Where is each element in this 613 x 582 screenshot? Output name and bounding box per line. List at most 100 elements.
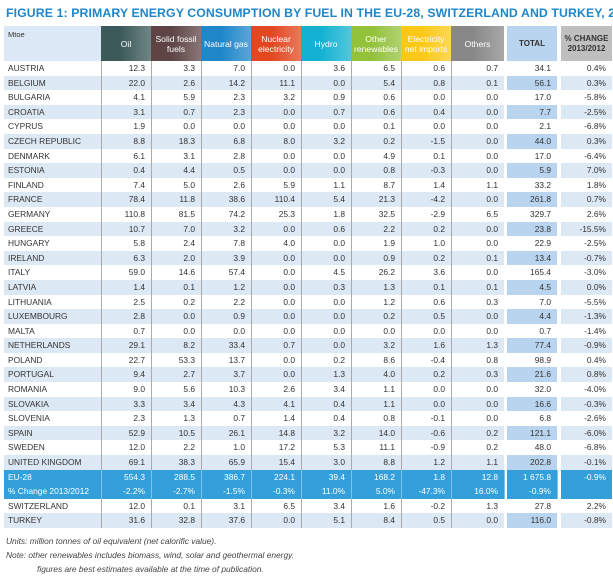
- value-cell: 29.1: [101, 338, 151, 353]
- value-cell: 0.6: [301, 221, 351, 237]
- country-cell: SWEDEN: [8, 442, 45, 453]
- value-cell: 3.2: [251, 90, 301, 105]
- spacer: [504, 177, 507, 193]
- column-header: Natural gas: [201, 26, 251, 61]
- value-cell: 33.2: [534, 179, 551, 190]
- spacer: [557, 75, 561, 91]
- spacer: [504, 148, 507, 164]
- value-cell: 0.8%: [561, 367, 612, 383]
- value-cell: -0.9: [401, 440, 451, 456]
- spacer: [557, 411, 561, 426]
- value-cell: 8.8: [351, 455, 401, 470]
- value-cell: 0.1: [151, 279, 201, 295]
- value-cell: 0.0: [451, 513, 504, 528]
- value-cell: 12.8: [451, 469, 504, 485]
- country-cell: ITALY: [8, 267, 31, 278]
- energy-table: Mtoe Oil Solid fossil fuels Natural gas Nucl…: [4, 26, 612, 528]
- value-cell: 16.0%: [451, 484, 504, 499]
- value-cell: 1.2: [351, 294, 401, 310]
- value-cell: 8.6: [351, 352, 401, 368]
- table-row: HUNGARY 5.8 2.4 7.8 4.0 0.0 1.9 1.0 0.0 22.9 -2.5%: [4, 236, 612, 251]
- value-cell: 3.3: [101, 396, 151, 412]
- value-cell: 0.0: [401, 382, 451, 397]
- value-cell: 1.0: [401, 236, 451, 251]
- value-cell: 110.8: [101, 206, 151, 222]
- value-cell: 0.0: [451, 148, 504, 164]
- spacer: [557, 119, 561, 134]
- table-row: ITALY 59.0 14.6 57.4 0.0 4.5 26.2 3.6 0.0 165.4 -3…: [4, 265, 612, 280]
- value-cell: 1.9: [101, 119, 151, 134]
- spacer: [557, 221, 561, 237]
- value-cell: 0.0: [301, 236, 351, 251]
- spacer: [504, 323, 507, 339]
- value-cell: 0.0: [301, 294, 351, 310]
- value-cell: 1.2: [201, 279, 251, 295]
- value-cell: 0.8: [401, 75, 451, 91]
- value-cell: 3.6: [401, 265, 451, 280]
- value-cell: 2.5: [101, 294, 151, 310]
- value-cell: -0.9%: [561, 338, 612, 353]
- column-header: Solid fossil fuels: [151, 26, 201, 61]
- value-cell: 59.0: [101, 265, 151, 280]
- value-cell: 3.1: [201, 498, 251, 514]
- value-cell: -0.3: [401, 163, 451, 178]
- value-cell: 2.2: [351, 221, 401, 237]
- table-row: LUXEMBOURG 2.8 0.0 0.9 0.0 0.0 0.2 0.5 0.0 4.4 -1.…: [4, 309, 612, 324]
- table-row: SPAIN 52.9 10.5 26.1 14.8 3.2 14.0 -0.6 0.2 121.1…: [4, 425, 612, 441]
- value-cell: 10.3: [201, 382, 251, 397]
- header-row: Mtoe Oil Solid fossil fuels Natural gas Nucl…: [4, 26, 612, 61]
- spacer: [504, 61, 507, 76]
- value-cell: 0.0: [251, 250, 301, 266]
- value-cell: 0.1: [451, 250, 504, 266]
- value-cell: 39.4: [301, 469, 351, 485]
- value-cell: 386.7: [201, 469, 251, 485]
- value-cell: 329.7: [530, 208, 551, 219]
- value-cell: 2.6: [251, 382, 301, 397]
- value-cell: 2.8: [201, 148, 251, 164]
- spacer: [557, 104, 561, 120]
- value-cell: 1.3: [351, 279, 401, 295]
- spacer: [557, 309, 561, 324]
- value-cell: 11.1: [351, 440, 401, 456]
- spacer: [504, 119, 507, 134]
- column-header: Oil: [101, 26, 151, 61]
- value-cell: -5.5%: [584, 296, 606, 307]
- value-cell: 0.0: [251, 265, 301, 280]
- value-cell: 7.8: [201, 236, 251, 251]
- value-cell: -0.8%: [561, 513, 612, 528]
- value-cell: 13.4: [507, 250, 557, 266]
- value-cell: 7.0%: [561, 163, 612, 178]
- spacer: [504, 367, 507, 383]
- value-cell: -0.1: [401, 411, 451, 426]
- value-cell: -0.3%: [251, 484, 301, 499]
- country-cell: EU-28: [4, 469, 101, 485]
- value-cell: 0.5: [401, 309, 451, 324]
- spacer: [557, 440, 561, 456]
- value-cell: 2.8: [101, 309, 151, 324]
- country-cell: GREECE: [4, 221, 101, 237]
- value-cell: 33.4: [201, 338, 251, 353]
- value-cell: 1 675.8: [507, 469, 557, 485]
- table-row: % Change 2013/2012 -2.2% -2.7% -1.5% -0.3% 11…: [4, 484, 612, 499]
- value-cell: 0.0: [301, 250, 351, 266]
- value-cell: 0.7: [301, 104, 351, 120]
- value-cell: 0.2: [401, 250, 451, 266]
- spacer: [504, 133, 507, 149]
- value-cell: -4.0%: [584, 384, 606, 395]
- value-cell: 0.0%: [561, 279, 612, 295]
- value-cell: 14.2: [201, 75, 251, 91]
- value-cell: -3.0%: [584, 267, 606, 278]
- country-cell: LATVIA: [4, 279, 101, 295]
- value-cell: -0.1%: [561, 455, 612, 470]
- value-cell: 34.1: [534, 63, 551, 73]
- value-cell: 5.0%: [351, 484, 401, 499]
- spacer: [504, 309, 507, 324]
- spacer: [557, 498, 561, 514]
- value-cell: 3.3: [151, 61, 201, 76]
- value-cell: 3.7: [201, 367, 251, 383]
- value-cell: 8.2: [151, 338, 201, 353]
- value-cell: 1.3: [151, 411, 201, 426]
- value-cell: 0.8: [451, 352, 504, 368]
- value-cell: 8.4: [351, 513, 401, 528]
- value-cell: -6.8%: [584, 121, 606, 132]
